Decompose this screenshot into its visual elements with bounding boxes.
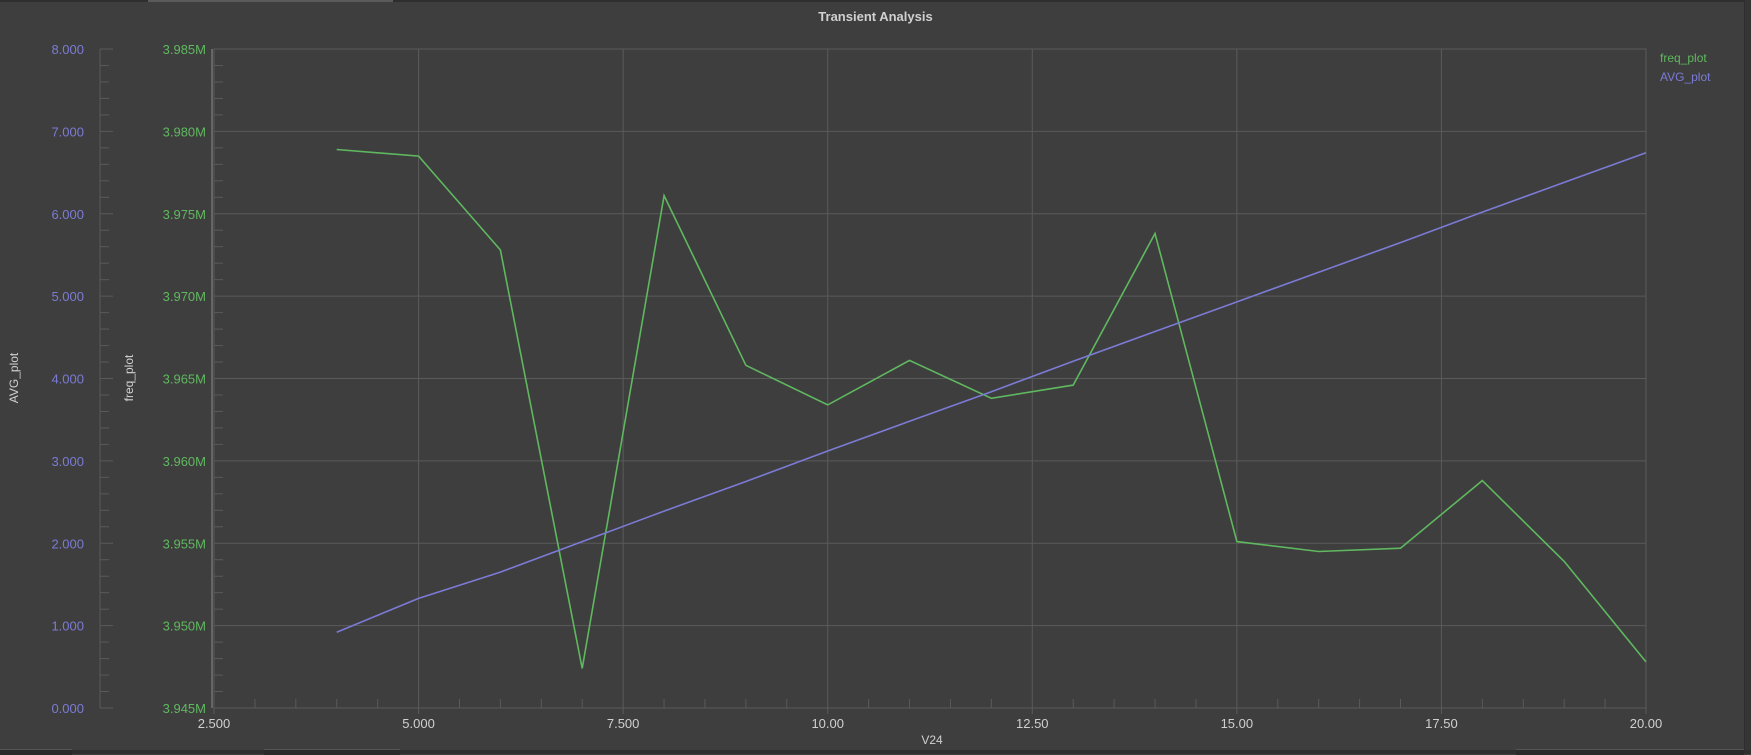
- legend-item-avg[interactable]: AVG_plot: [1660, 70, 1711, 84]
- x-tick-label: 17.50: [1425, 716, 1458, 731]
- freq-tick-label: 3.945M: [163, 701, 206, 716]
- chart-title: Transient Analysis: [818, 9, 933, 24]
- bottom-tab-1[interactable]: [0, 749, 72, 755]
- bottom-border: [0, 750, 1751, 754]
- freq-tick-label: 3.985M: [163, 42, 206, 57]
- avg-tick-label: 2.000: [51, 536, 84, 551]
- x-tick-label: 20.00: [1630, 716, 1663, 731]
- x-tick-label: 15.00: [1221, 716, 1254, 731]
- legend: freq_plot AVG_plot: [1660, 49, 1710, 87]
- freq-tick-label: 3.965M: [163, 372, 206, 387]
- top-border: [0, 0, 1751, 2]
- x-tick-label: 12.50: [1016, 716, 1049, 731]
- freq-tick-label: 3.980M: [163, 124, 206, 139]
- avg-tick-label: 3.000: [51, 454, 84, 469]
- freq-tick-label: 3.970M: [163, 289, 206, 304]
- avg-tick-label: 7.000: [51, 124, 84, 139]
- x-tick-label: 5.000: [402, 716, 435, 731]
- avg-tick-label: 6.000: [51, 207, 84, 222]
- freq-series-line[interactable]: [336, 148, 1647, 669]
- avg-axis-label: AVG_plot: [7, 352, 21, 403]
- top-tab-indicator: [148, 0, 393, 2]
- freq-tick-label: 3.975M: [163, 207, 206, 222]
- bottom-tab-3[interactable]: [1516, 749, 1744, 755]
- freq-tick-label: 3.955M: [163, 536, 206, 551]
- x-tick-label: 7.500: [607, 716, 640, 731]
- x-tick-label: 2.500: [198, 716, 231, 731]
- avg-series-line[interactable]: [336, 152, 1647, 633]
- avg-tick-label: 1.000: [51, 619, 84, 634]
- avg-tick-label: 0.000: [51, 701, 84, 716]
- avg-tick-label: 5.000: [51, 289, 84, 304]
- legend-item-freq[interactable]: freq_plot: [1660, 51, 1707, 65]
- freq-tick-label: 3.950M: [163, 619, 206, 634]
- right-scrollbar[interactable]: [1744, 0, 1751, 754]
- plot-frame: [213, 48, 1647, 709]
- freq-axis-label: freq_plot: [122, 354, 136, 401]
- avg-tick-label: 8.000: [51, 42, 84, 57]
- bottom-tab-2[interactable]: [264, 749, 400, 755]
- x-tick-label: 10.00: [811, 716, 844, 731]
- avg-tick-label: 4.000: [51, 372, 84, 387]
- x-axis-label: V24: [921, 733, 943, 747]
- freq-tick-label: 3.960M: [163, 454, 206, 469]
